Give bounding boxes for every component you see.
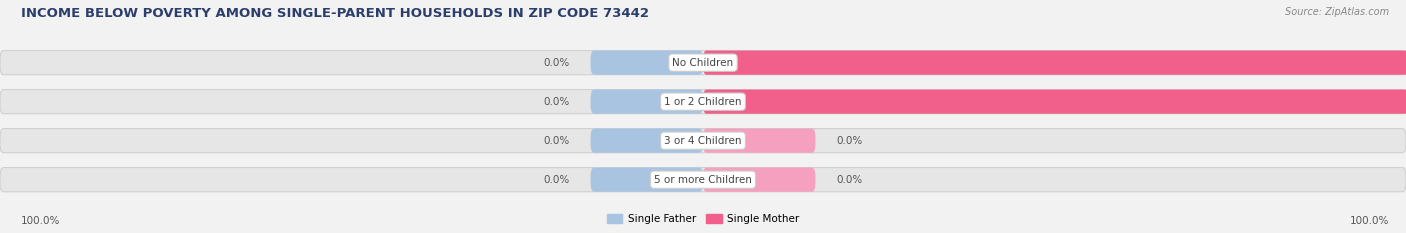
Text: 100.0%: 100.0% [1350, 216, 1389, 226]
Text: 0.0%: 0.0% [837, 175, 863, 185]
FancyBboxPatch shape [0, 129, 1406, 153]
FancyBboxPatch shape [703, 129, 815, 153]
FancyBboxPatch shape [591, 168, 703, 192]
Text: 0.0%: 0.0% [543, 136, 569, 146]
Text: 0.0%: 0.0% [543, 97, 569, 107]
Text: 0.0%: 0.0% [837, 136, 863, 146]
Text: 0.0%: 0.0% [543, 58, 569, 68]
Text: 3 or 4 Children: 3 or 4 Children [664, 136, 742, 146]
FancyBboxPatch shape [703, 168, 815, 192]
Text: No Children: No Children [672, 58, 734, 68]
Text: INCOME BELOW POVERTY AMONG SINGLE-PARENT HOUSEHOLDS IN ZIP CODE 73442: INCOME BELOW POVERTY AMONG SINGLE-PARENT… [21, 7, 650, 20]
Text: 1 or 2 Children: 1 or 2 Children [664, 97, 742, 107]
FancyBboxPatch shape [0, 89, 1406, 114]
Text: Source: ZipAtlas.com: Source: ZipAtlas.com [1285, 7, 1389, 17]
Text: 5 or more Children: 5 or more Children [654, 175, 752, 185]
FancyBboxPatch shape [703, 89, 1406, 114]
FancyBboxPatch shape [591, 89, 703, 114]
Legend: Single Father, Single Mother: Single Father, Single Mother [603, 210, 803, 228]
Text: 0.0%: 0.0% [543, 175, 569, 185]
Text: 100.0%: 100.0% [21, 216, 60, 226]
FancyBboxPatch shape [0, 168, 1406, 192]
FancyBboxPatch shape [591, 51, 703, 75]
FancyBboxPatch shape [0, 51, 1406, 75]
FancyBboxPatch shape [703, 51, 1406, 75]
FancyBboxPatch shape [591, 129, 703, 153]
